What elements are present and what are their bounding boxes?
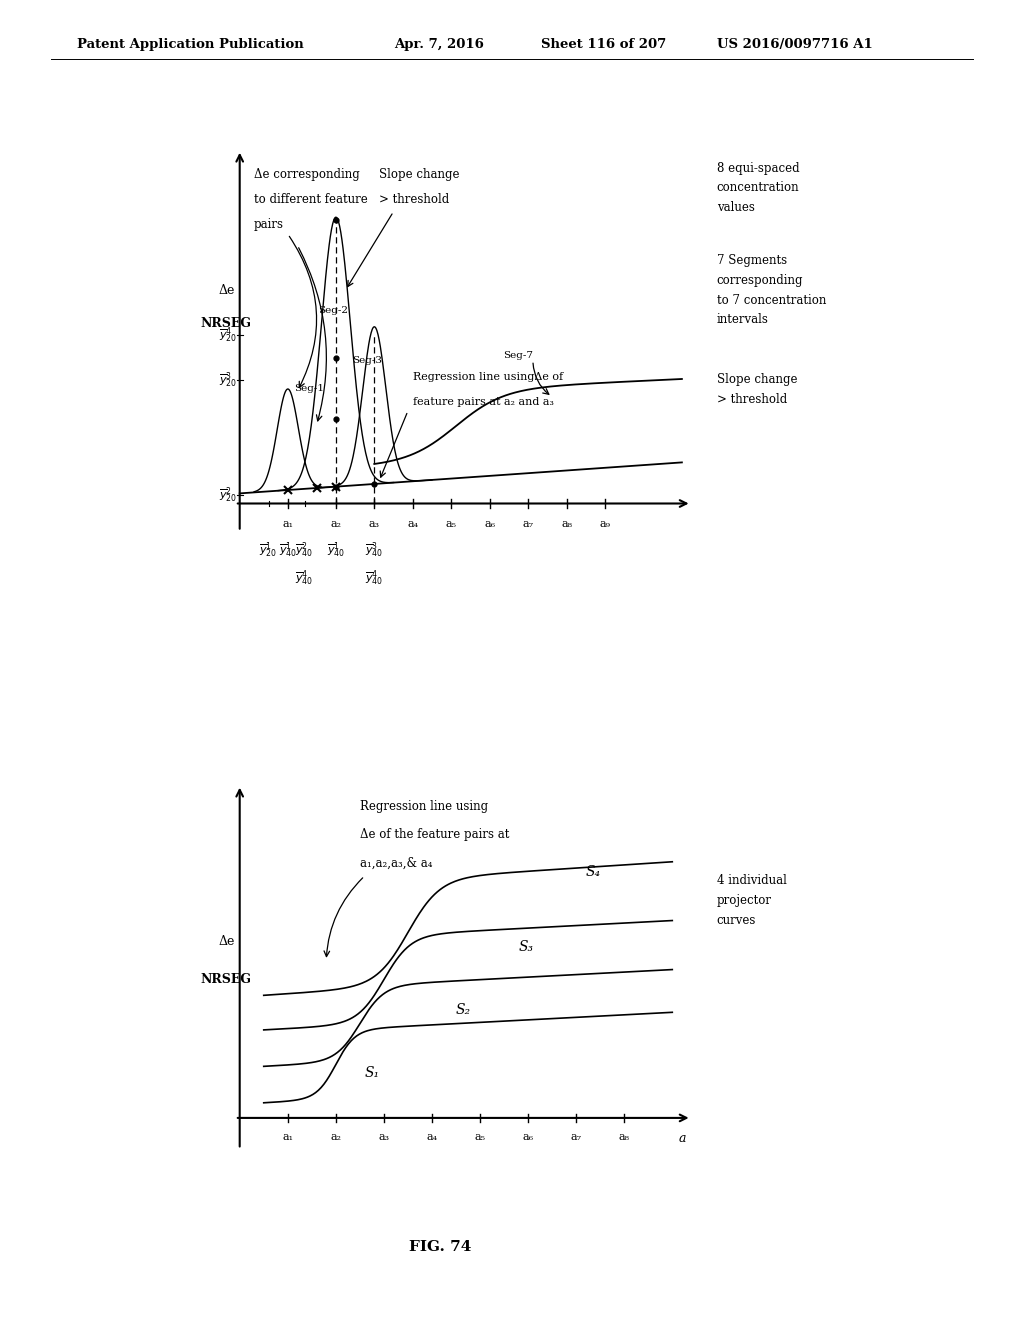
Text: a₉: a₉ bbox=[599, 519, 610, 529]
Text: $\overline{y}{}^{1}_{20}$: $\overline{y}{}^{1}_{20}$ bbox=[259, 540, 278, 560]
Text: corresponding: corresponding bbox=[717, 273, 803, 286]
Text: a₁: a₁ bbox=[283, 1131, 293, 1142]
Text: a: a bbox=[678, 1131, 686, 1144]
Text: a₈: a₈ bbox=[561, 519, 572, 529]
Text: a₂: a₂ bbox=[331, 519, 341, 529]
Text: to different feature: to different feature bbox=[254, 193, 368, 206]
Text: a₅: a₅ bbox=[474, 1131, 485, 1142]
Text: to 7 concentration: to 7 concentration bbox=[717, 293, 826, 306]
Text: Regression line using: Regression line using bbox=[359, 800, 488, 813]
Text: S₃: S₃ bbox=[518, 940, 534, 954]
Text: US 2016/0097716 A1: US 2016/0097716 A1 bbox=[717, 37, 872, 50]
Text: projector: projector bbox=[717, 894, 772, 907]
Text: $\overline{y}{}^{4}_{20}$: $\overline{y}{}^{4}_{20}$ bbox=[219, 325, 238, 345]
Text: Seg-2: Seg-2 bbox=[318, 306, 348, 314]
Text: concentration: concentration bbox=[717, 181, 800, 194]
Text: $\overline{y}{}^{4}_{40}$: $\overline{y}{}^{4}_{40}$ bbox=[366, 568, 383, 587]
Text: a₂: a₂ bbox=[331, 1131, 341, 1142]
Text: 4 individual: 4 individual bbox=[717, 874, 786, 887]
Text: S₁: S₁ bbox=[365, 1067, 380, 1080]
Text: Slope change: Slope change bbox=[717, 372, 798, 385]
Text: a₆: a₆ bbox=[484, 519, 496, 529]
Text: NRSEG: NRSEG bbox=[201, 317, 252, 330]
Text: Δe: Δe bbox=[218, 284, 234, 297]
Text: feature pairs at a₂ and a₃: feature pairs at a₂ and a₃ bbox=[413, 397, 554, 408]
Text: pairs: pairs bbox=[254, 218, 284, 231]
Text: Seg-3: Seg-3 bbox=[352, 356, 382, 366]
Text: S₂: S₂ bbox=[456, 1003, 471, 1018]
Text: $\overline{y}{}^{2}_{20}$: $\overline{y}{}^{2}_{20}$ bbox=[219, 486, 238, 504]
Text: $\overline{y}{}^{4}_{40}$: $\overline{y}{}^{4}_{40}$ bbox=[296, 568, 313, 587]
Text: a₄: a₄ bbox=[426, 1131, 437, 1142]
Text: $\overline{y}{}^{1}_{40}$: $\overline{y}{}^{1}_{40}$ bbox=[327, 540, 345, 560]
Text: $\overline{y}{}^{1}_{40}$: $\overline{y}{}^{1}_{40}$ bbox=[279, 540, 297, 560]
Text: a₆: a₆ bbox=[522, 1131, 534, 1142]
Text: > threshold: > threshold bbox=[717, 392, 787, 405]
Text: Seg-1: Seg-1 bbox=[294, 384, 325, 393]
Text: $\overline{y}{}^{3}_{40}$: $\overline{y}{}^{3}_{40}$ bbox=[366, 540, 383, 560]
Text: 8 equi-spaced: 8 equi-spaced bbox=[717, 161, 800, 174]
Text: a₃: a₃ bbox=[378, 1131, 389, 1142]
Text: NRSEG: NRSEG bbox=[201, 973, 252, 986]
Text: a₇: a₇ bbox=[522, 519, 534, 529]
Text: > threshold: > threshold bbox=[379, 193, 450, 206]
Text: Regression line usingΔe of: Regression line usingΔe of bbox=[413, 372, 563, 381]
Text: S₄: S₄ bbox=[586, 865, 601, 879]
Text: Δe of the feature pairs at: Δe of the feature pairs at bbox=[359, 828, 509, 841]
Text: Slope change: Slope change bbox=[379, 168, 460, 181]
Text: Seg-7: Seg-7 bbox=[504, 351, 534, 359]
Text: Sheet 116 of 207: Sheet 116 of 207 bbox=[541, 37, 666, 50]
Text: a₇: a₇ bbox=[570, 1131, 582, 1142]
Text: a₄: a₄ bbox=[408, 519, 418, 529]
Text: a₅: a₅ bbox=[445, 519, 457, 529]
Text: Δe: Δe bbox=[218, 936, 234, 948]
Text: a₃: a₃ bbox=[369, 519, 380, 529]
Text: $\overline{y}{}^{2}_{40}$: $\overline{y}{}^{2}_{40}$ bbox=[296, 540, 313, 560]
Text: FIG. 74: FIG. 74 bbox=[410, 1241, 471, 1254]
Text: $\overline{y}{}^{3}_{20}$: $\overline{y}{}^{3}_{20}$ bbox=[219, 370, 238, 389]
Text: curves: curves bbox=[717, 913, 756, 927]
Text: intervals: intervals bbox=[717, 313, 769, 326]
Text: Δe corresponding: Δe corresponding bbox=[254, 168, 359, 181]
Text: values: values bbox=[717, 201, 755, 214]
Text: Patent Application Publication: Patent Application Publication bbox=[77, 37, 303, 50]
Text: a₁: a₁ bbox=[283, 519, 293, 529]
Text: 7 Segments: 7 Segments bbox=[717, 253, 786, 267]
Text: Apr. 7, 2016: Apr. 7, 2016 bbox=[394, 37, 484, 50]
Text: a₈: a₈ bbox=[618, 1131, 630, 1142]
Text: a₁,a₂,a₃,& a₄: a₁,a₂,a₃,& a₄ bbox=[359, 857, 432, 870]
